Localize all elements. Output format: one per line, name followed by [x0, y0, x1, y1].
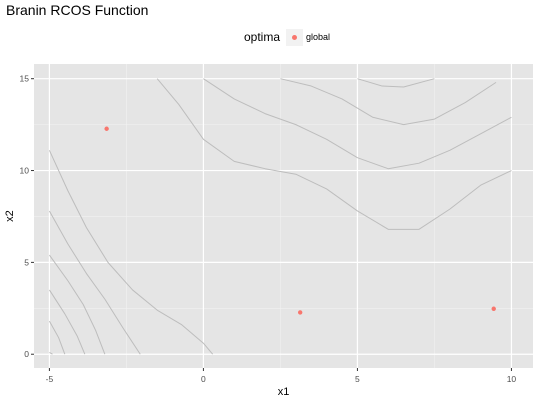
legend-label-global: global [306, 32, 331, 42]
contour-line-9 [280, 78, 497, 126]
contour-line-1 [49, 351, 53, 355]
y-tick-label: 10 [20, 166, 30, 176]
x-tick-label: -5 [46, 374, 54, 384]
contour-line-6 [48, 150, 214, 355]
optimum-point-1 [104, 126, 109, 131]
y-tick-label: 0 [24, 349, 29, 359]
contour-line-3 [48, 289, 86, 355]
contour-line-7 [156, 78, 512, 230]
chart-title: Branin RCOS Function [6, 2, 149, 18]
y-tick-label: 5 [24, 257, 29, 267]
legend-dot [292, 34, 298, 40]
legend-key [286, 28, 304, 46]
contour-line-5 [48, 210, 141, 355]
optimum-point-3 [491, 306, 496, 311]
x-tick-label: 10 [507, 374, 517, 384]
contour-line-10 [357, 78, 435, 88]
legend: optima global [244, 28, 330, 46]
x-tick-label: 0 [201, 374, 206, 384]
contour-line-8 [203, 78, 512, 170]
legend-title: optima [244, 30, 281, 44]
x-axis-label: x1 [278, 386, 290, 398]
contour-line-2 [48, 320, 66, 355]
optimum-point-2 [297, 310, 303, 315]
contour-line-4 [48, 254, 106, 355]
y-tick-label: 15 [20, 74, 30, 84]
x-tick-label: 5 [355, 374, 360, 384]
plot-panel [34, 64, 533, 368]
y-axis-label: x2 [4, 210, 16, 222]
